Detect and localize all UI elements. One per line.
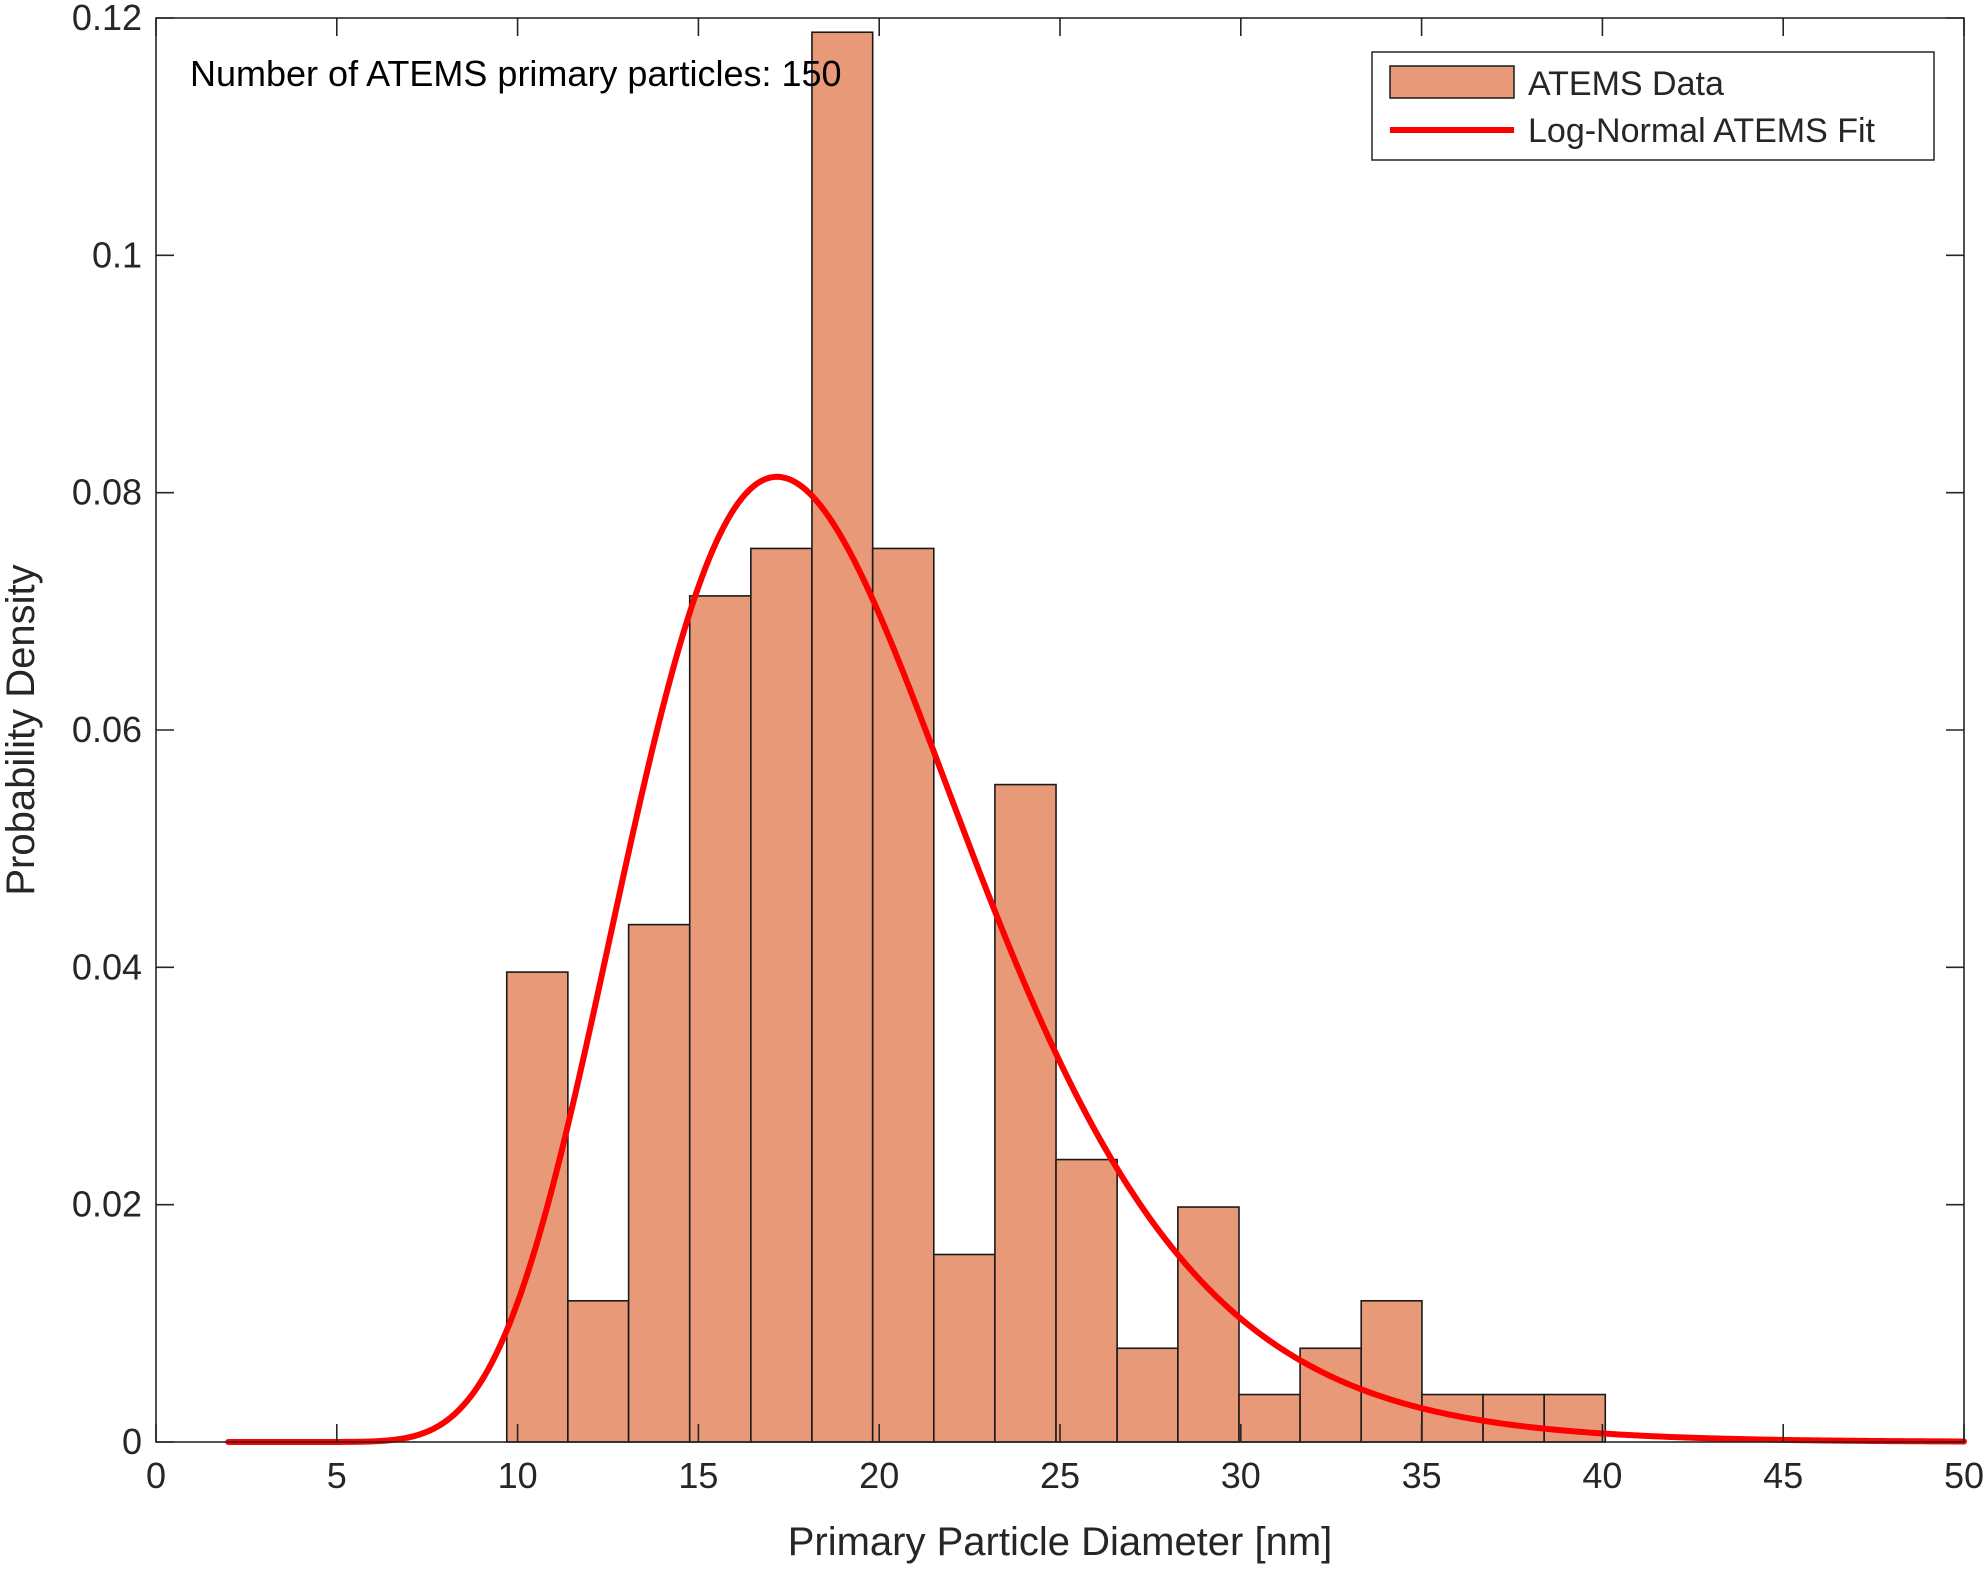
y-tick-label: 0.06	[72, 709, 142, 750]
histogram-bar	[933, 1253, 996, 1443]
y-axis-label: Probability Density	[0, 564, 43, 895]
x-tick-label: 25	[1040, 1455, 1080, 1496]
histogram-bar	[1238, 1393, 1301, 1443]
x-tick-label: 5	[327, 1455, 347, 1496]
histogram-bar	[1360, 1299, 1423, 1443]
histogram-bar	[1421, 1393, 1484, 1443]
y-tick-label: 0.1	[92, 234, 142, 275]
x-axis-label: Primary Particle Diameter [nm]	[788, 1520, 1333, 1564]
y-tick-label: 0	[122, 1421, 142, 1462]
y-tick-label: 0.08	[72, 472, 142, 513]
histogram-bar	[994, 783, 1057, 1443]
x-tick-label: 0	[146, 1455, 166, 1496]
histogram-bar	[750, 547, 813, 1443]
x-tick-label: 30	[1221, 1455, 1261, 1496]
histogram-bar	[811, 31, 874, 1443]
x-tick-label: 15	[678, 1455, 718, 1496]
histogram-bar	[1177, 1206, 1240, 1443]
histogram-bar	[1055, 1158, 1118, 1443]
histogram-bar	[688, 595, 752, 1443]
x-tick-label: 40	[1582, 1455, 1622, 1496]
x-tick-label: 45	[1763, 1455, 1803, 1496]
particle-count-annotation: Number of ATEMS primary particles: 150	[190, 53, 842, 94]
histogram-bars	[505, 31, 1607, 1443]
y-tick-label: 0.02	[72, 1184, 142, 1225]
legend: ATEMS Data Log-Normal ATEMS Fit	[1371, 51, 1935, 161]
axis-ticks: 0 5 10 15 20 25 30 35 40 45 50 0 0.02 0.04 0.06 0.08 0.1…	[72, 0, 1984, 1496]
x-tick-label: 50	[1944, 1455, 1984, 1496]
fit-curve	[225, 473, 1967, 1445]
lognormal-fit-line	[225, 473, 1967, 1445]
histogram-bar	[1482, 1393, 1545, 1443]
histogram-bar	[627, 923, 691, 1443]
histogram-bar	[505, 971, 569, 1443]
y-tick-label: 0.12	[72, 0, 142, 38]
x-tick-label: 20	[859, 1455, 899, 1496]
x-tick-label: 10	[498, 1455, 538, 1496]
x-tick-label: 35	[1402, 1455, 1442, 1496]
histogram-bar	[871, 547, 935, 1443]
legend-label-atems-data: ATEMS Data	[1528, 65, 1724, 103]
y-tick-label: 0.04	[72, 946, 142, 987]
histogram-bar	[1116, 1347, 1179, 1443]
histogram-bar	[567, 1299, 630, 1443]
legend-swatch-atems-data	[1389, 65, 1515, 99]
legend-label-lognormal-fit: Log-Normal ATEMS Fit	[1528, 112, 1876, 150]
